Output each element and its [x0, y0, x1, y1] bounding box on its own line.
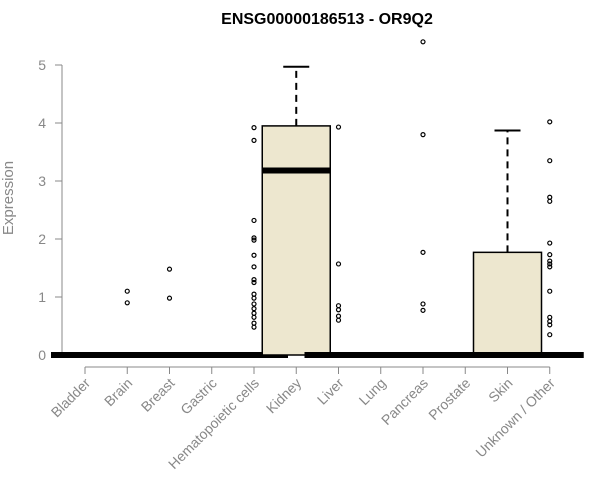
outlier-point: [166, 295, 173, 301]
outlier-point: [420, 132, 426, 138]
outlier-point: [251, 277, 257, 283]
outlier-point: [335, 261, 342, 267]
outlier-point: [547, 240, 553, 246]
outlier-point: [124, 288, 130, 294]
x-tick-label: Brain: [101, 375, 135, 409]
outlier-point: [251, 324, 257, 330]
outlier-point: [335, 303, 342, 309]
outlier-point: [335, 313, 342, 319]
outlier-point: [335, 307, 342, 313]
outlier-point: [420, 301, 426, 307]
x-tick-label: Unknown / Other: [472, 375, 558, 461]
x-tick-label: Liver: [314, 375, 347, 408]
outlier-point: [251, 252, 257, 258]
x-tick-label: Skin: [485, 375, 516, 406]
outlier-point: [547, 322, 553, 328]
outlier-point: [251, 264, 257, 270]
outlier-point: [124, 300, 130, 306]
y-axis: 0 1 2 3 4 5: [38, 57, 63, 363]
outlier-point: [251, 310, 257, 316]
outlier-point: [547, 158, 553, 164]
outlier-point: [251, 217, 257, 224]
outlier-point: [547, 198, 553, 204]
x-tick-label: Prostate: [425, 375, 473, 423]
outlier-point: [251, 295, 257, 301]
x-tick-label: Pancreas: [378, 375, 431, 428]
chart-title: ENSG00000186513 - OR9Q2: [221, 11, 433, 28]
x-tick-label: Bladder: [48, 375, 94, 421]
outlier-point: [547, 314, 553, 320]
box: [261, 125, 331, 356]
outlier-point: [547, 194, 553, 200]
outlier-point: [251, 291, 257, 297]
outlier-point: [251, 301, 257, 307]
outlier-point: [420, 39, 426, 45]
outlier-point: [251, 137, 257, 143]
outlier-point: [547, 288, 553, 294]
x-tick-label: Kidney: [263, 375, 305, 417]
y-tick-label: 2: [38, 231, 46, 247]
outlier-point: [547, 258, 553, 264]
y-axis-label: Expression: [0, 161, 17, 235]
outlier-point: [251, 235, 257, 241]
outlier-point: [251, 125, 257, 131]
outlier-point: [335, 124, 342, 130]
outlier-point: [547, 264, 553, 270]
y-tick-label: 3: [38, 173, 46, 189]
box-skin: [472, 129, 543, 358]
outlier-point: [166, 266, 173, 272]
box-group: [51, 39, 584, 358]
x-tick-label: Breast: [138, 375, 178, 415]
box-pancreas: [389, 39, 457, 358]
box-kidney: [261, 65, 331, 356]
box-breast: [135, 266, 204, 358]
outlier-point: [420, 249, 426, 255]
outlier-point: [251, 279, 257, 286]
y-tick-label: 0: [38, 347, 46, 363]
outlier-point: [547, 119, 553, 125]
outlier-point: [251, 314, 257, 320]
box-unknown-other: [515, 119, 584, 358]
outlier-point: [420, 307, 426, 313]
outlier-point: [251, 237, 257, 243]
box-brain: [93, 288, 162, 358]
outlier-point: [547, 261, 553, 267]
outlier-point: [547, 252, 553, 258]
box: [472, 251, 543, 356]
outlier-point: [251, 320, 257, 326]
outlier-point: [335, 317, 342, 323]
y-tick-label: 4: [38, 115, 46, 131]
x-tick-label: Lung: [356, 375, 389, 408]
y-tick-label: 5: [38, 57, 46, 73]
outlier-point: [251, 306, 257, 312]
y-tick-label: 1: [38, 289, 46, 305]
outlier-point: [547, 332, 553, 338]
